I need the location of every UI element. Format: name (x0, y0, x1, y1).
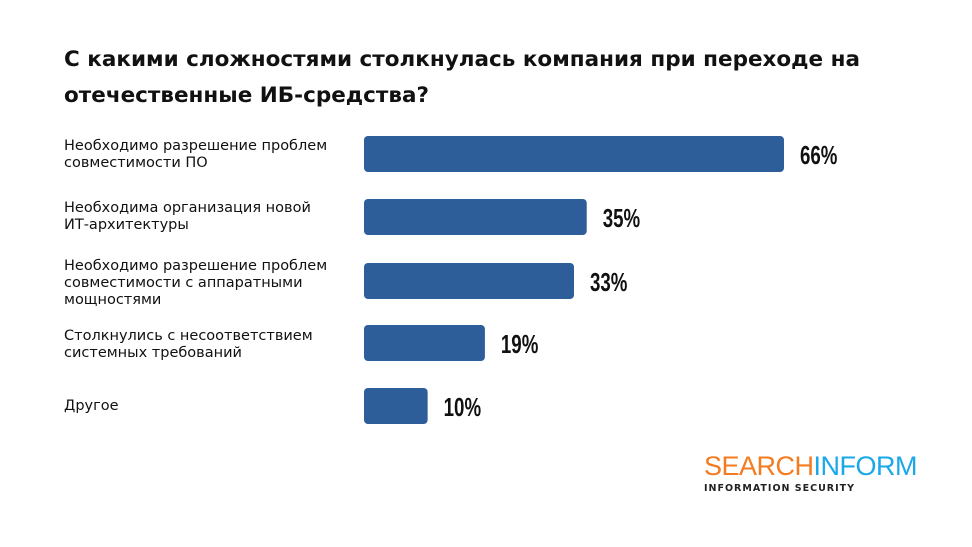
logo-part1: SEARCH (704, 451, 814, 481)
data-label: 33% (590, 267, 627, 297)
data-label: 35% (603, 203, 640, 233)
bar (364, 136, 784, 172)
logo-part2: INFORM (813, 451, 918, 481)
category-label: Столкнулись с несоответствием системных … (64, 328, 313, 361)
category-label: Необходимо разрешение проблем совместимо… (64, 258, 328, 308)
bar (364, 199, 587, 235)
data-label: 66% (800, 140, 837, 170)
bar (364, 388, 428, 424)
category-label: Другое (64, 398, 119, 414)
category-label: Необходима организация новой ИТ-архитект… (64, 200, 311, 233)
bar (364, 325, 485, 361)
data-label: 10% (444, 392, 481, 422)
searchinform-logo: SEARCHINFORM INFORMATION SECURITY (704, 451, 918, 494)
logo-tagline: INFORMATION SECURITY (704, 483, 856, 494)
data-label: 19% (501, 329, 538, 359)
chart-title: С какими сложностями столкнулась компани… (64, 47, 860, 108)
bar (364, 263, 574, 299)
category-label: Необходимо разрешение проблем совместимо… (64, 138, 328, 171)
